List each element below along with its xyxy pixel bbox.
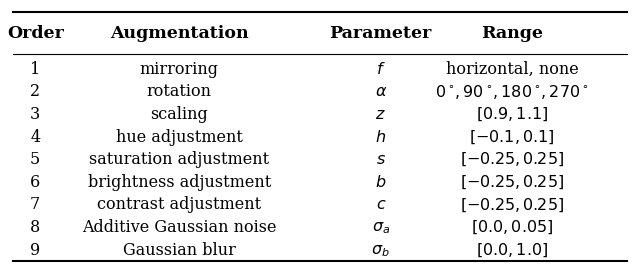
- Text: Augmentation: Augmentation: [110, 25, 248, 42]
- Text: 4: 4: [30, 129, 40, 146]
- Text: $c$: $c$: [376, 196, 386, 214]
- Text: saturation adjustment: saturation adjustment: [89, 151, 269, 168]
- Text: 7: 7: [30, 196, 40, 214]
- Text: Gaussian blur: Gaussian blur: [123, 242, 236, 259]
- Text: $[-0.25, 0.25]$: $[-0.25, 0.25]$: [460, 151, 564, 168]
- Text: $\alpha$: $\alpha$: [374, 83, 387, 101]
- Text: Parameter: Parameter: [330, 25, 432, 42]
- Text: $[-0.25, 0.25]$: $[-0.25, 0.25]$: [460, 174, 564, 191]
- Text: 9: 9: [30, 242, 40, 259]
- Text: 1: 1: [30, 61, 40, 78]
- Text: $[0.0, 1.0]$: $[0.0, 1.0]$: [476, 242, 548, 259]
- Text: $[-0.25, 0.25]$: $[-0.25, 0.25]$: [460, 196, 564, 214]
- Text: 2: 2: [30, 83, 40, 101]
- Text: $f$: $f$: [376, 61, 386, 78]
- Text: 8: 8: [30, 219, 40, 236]
- Text: $[0.9, 1.1]$: $[0.9, 1.1]$: [476, 106, 548, 123]
- Text: $[-0.1, 0.1]$: $[-0.1, 0.1]$: [469, 129, 555, 146]
- Text: Range: Range: [481, 25, 543, 42]
- Text: Order: Order: [7, 25, 63, 42]
- Text: hue adjustment: hue adjustment: [116, 129, 243, 146]
- Text: contrast adjustment: contrast adjustment: [97, 196, 261, 214]
- Text: scaling: scaling: [150, 106, 208, 123]
- Text: $\sigma_a$: $\sigma_a$: [372, 219, 390, 236]
- Text: $s$: $s$: [376, 151, 386, 168]
- Text: brightness adjustment: brightness adjustment: [88, 174, 271, 191]
- Text: 3: 3: [30, 106, 40, 123]
- Text: $b$: $b$: [375, 174, 387, 191]
- Text: $[0.0, 0.05]$: $[0.0, 0.05]$: [471, 219, 553, 236]
- Text: $z$: $z$: [376, 106, 386, 123]
- Text: horizontal, none: horizontal, none: [445, 61, 579, 78]
- Text: 5: 5: [30, 151, 40, 168]
- Text: $0^\circ\!,90^\circ\!,180^\circ\!,270^\circ$: $0^\circ\!,90^\circ\!,180^\circ\!,270^\c…: [435, 83, 589, 101]
- Text: Additive Gaussian noise: Additive Gaussian noise: [82, 219, 276, 236]
- Text: rotation: rotation: [147, 83, 212, 101]
- Text: $\sigma_b$: $\sigma_b$: [371, 242, 390, 259]
- Text: mirroring: mirroring: [140, 61, 219, 78]
- Text: $h$: $h$: [375, 129, 387, 146]
- Text: 6: 6: [30, 174, 40, 191]
